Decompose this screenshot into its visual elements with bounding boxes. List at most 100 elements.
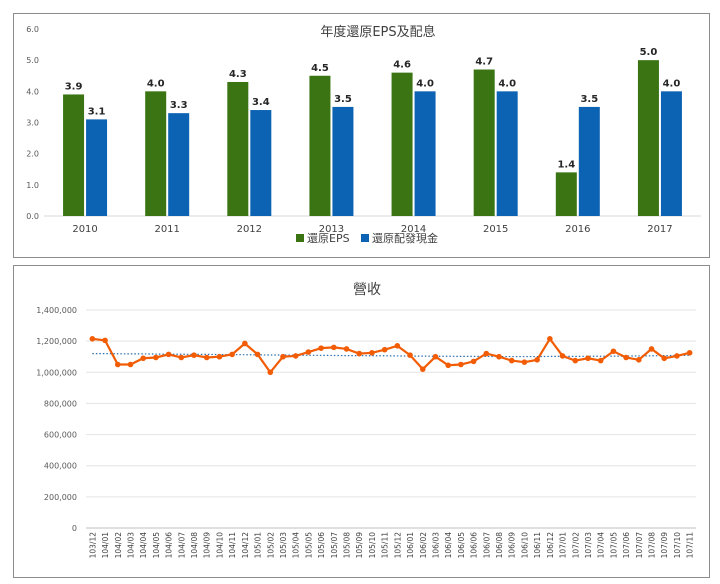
data-label: 4.0 bbox=[663, 78, 681, 89]
x-tick-label: 104/09 bbox=[203, 532, 212, 559]
bar-eps bbox=[637, 60, 659, 216]
revenue-point bbox=[280, 353, 286, 360]
revenue-point bbox=[483, 350, 490, 357]
x-tick-label: 104/05 bbox=[152, 532, 161, 559]
bar-eps bbox=[473, 69, 495, 216]
revenue-point bbox=[419, 366, 426, 372]
bar-eps bbox=[63, 94, 85, 216]
x-tick-label: 104/12 bbox=[241, 532, 250, 559]
revenue-point bbox=[89, 336, 96, 342]
eps-dividend-chart-panel: 年度還原EPS及配息 0.0 1.0 2.0 3.0 4.0 5.0 6.0 2010 3.9 3.… bbox=[13, 13, 710, 258]
x-tick-label: 104/10 bbox=[215, 532, 224, 559]
bar-eps bbox=[391, 72, 413, 216]
data-label: 5.0 bbox=[640, 47, 658, 58]
x-tick-label: 107/02 bbox=[571, 532, 580, 559]
x-tick-label: 104/02 bbox=[114, 532, 123, 559]
revenue-point bbox=[496, 353, 502, 360]
x-tick-label: 104/04 bbox=[139, 532, 148, 559]
x-tick-label: 107/05 bbox=[609, 532, 618, 559]
y-tick-label: 200,000 bbox=[44, 493, 77, 502]
x-tick-label: 104/03 bbox=[126, 532, 135, 559]
data-label: 4.6 bbox=[393, 60, 411, 71]
bar-cash-dividend bbox=[168, 113, 190, 216]
revenue-point bbox=[229, 351, 235, 358]
y-tick-label: 600,000 bbox=[44, 431, 77, 440]
revenue-point bbox=[381, 346, 388, 353]
x-tick-label: 105/10 bbox=[368, 532, 377, 559]
x-tick-label: 105/06 bbox=[317, 532, 326, 559]
x-tick-label: 104/11 bbox=[228, 532, 237, 559]
revenue-point bbox=[547, 336, 553, 342]
revenue-point bbox=[648, 346, 655, 352]
revenue-point bbox=[674, 353, 680, 359]
x-tick-label: 105/09 bbox=[355, 532, 364, 559]
data-label: 4.7 bbox=[475, 57, 493, 68]
x-tick-label: 106/01 bbox=[406, 532, 415, 559]
bar-eps bbox=[309, 75, 331, 216]
revenue-point bbox=[369, 350, 375, 356]
revenue-point bbox=[636, 357, 642, 363]
x-tick-label: 107/01 bbox=[559, 532, 568, 559]
revenue-point bbox=[127, 361, 134, 368]
x-tick-label: 103/12 bbox=[88, 532, 97, 559]
revenue-point bbox=[585, 355, 591, 362]
chart-title: 營收 bbox=[353, 282, 381, 298]
revenue-point bbox=[140, 355, 146, 362]
x-tick-label: 105/05 bbox=[304, 532, 313, 559]
x-tick-label: 2011 bbox=[154, 224, 179, 235]
x-tick-label: 105/01 bbox=[254, 532, 263, 559]
eps-dividend-chart: 年度還原EPS及配息 0.0 1.0 2.0 3.0 4.0 5.0 6.0 2010 3.9 3.… bbox=[26, 24, 701, 245]
x-tick-label: 105/02 bbox=[266, 532, 275, 559]
x-tick-label: 104/06 bbox=[165, 532, 174, 559]
y-tick-label: 800,000 bbox=[44, 399, 77, 408]
data-label: 4.5 bbox=[311, 63, 329, 74]
revenue-point bbox=[686, 350, 693, 356]
revenue-point bbox=[178, 354, 185, 361]
x-tick-label: 105/08 bbox=[343, 532, 352, 559]
revenue-point bbox=[292, 353, 299, 359]
x-tick-label: 2012 bbox=[237, 224, 262, 235]
bar-cash-dividend bbox=[578, 106, 600, 216]
x-tick-label: 106/11 bbox=[533, 532, 542, 559]
x-tick-label: 107/09 bbox=[660, 532, 669, 559]
y-tick-label: 1.0 bbox=[26, 181, 39, 190]
x-tick-label: 107/04 bbox=[597, 532, 606, 559]
legend-swatch bbox=[361, 234, 369, 242]
revenue-point bbox=[470, 358, 477, 365]
revenue-point bbox=[458, 361, 464, 368]
revenue-point bbox=[521, 359, 528, 365]
revenue-chart-panel: 營收 0 200,000 400,000 600,000 800,000 1,000,000… bbox=[13, 265, 710, 578]
bar-cash-dividend bbox=[332, 106, 354, 216]
y-tick-label: 0.0 bbox=[26, 212, 39, 221]
revenue-chart: 營收 0 200,000 400,000 600,000 800,000 1,000,000… bbox=[36, 282, 696, 559]
bar-eps bbox=[227, 81, 249, 216]
x-tick-label: 105/07 bbox=[330, 532, 339, 559]
revenue-point bbox=[191, 352, 197, 358]
revenue-point bbox=[623, 354, 629, 361]
x-tick-label: 2016 bbox=[565, 224, 590, 235]
x-tick-label: 106/08 bbox=[495, 532, 504, 559]
trendline bbox=[92, 352, 690, 358]
data-label: 3.3 bbox=[170, 100, 188, 111]
x-tick-label: 107/10 bbox=[673, 532, 682, 559]
revenue-point bbox=[114, 361, 121, 368]
y-tick-label: 400,000 bbox=[44, 462, 77, 471]
revenue-point bbox=[153, 354, 159, 361]
x-tick-label: 106/12 bbox=[546, 532, 555, 559]
x-tick-label: 107/08 bbox=[648, 532, 657, 559]
revenue-point bbox=[661, 355, 668, 362]
x-tick-label: 106/04 bbox=[444, 532, 453, 559]
bar-eps bbox=[555, 172, 577, 216]
revenue-point bbox=[610, 348, 617, 355]
data-label: 4.0 bbox=[498, 78, 516, 89]
revenue-point bbox=[597, 357, 604, 364]
chart-title: 年度還原EPS及配息 bbox=[320, 24, 435, 40]
revenue-point bbox=[407, 352, 413, 358]
x-tick-label: 2010 bbox=[72, 224, 97, 235]
y-tick-label: 1,000,000 bbox=[36, 368, 77, 377]
y-tick-label: 1,400,000 bbox=[36, 306, 77, 315]
revenue-point bbox=[305, 349, 312, 355]
data-label: 4.0 bbox=[416, 78, 434, 89]
y-tick-label: 4.0 bbox=[26, 87, 39, 96]
x-tick-label: 105/04 bbox=[292, 532, 301, 559]
